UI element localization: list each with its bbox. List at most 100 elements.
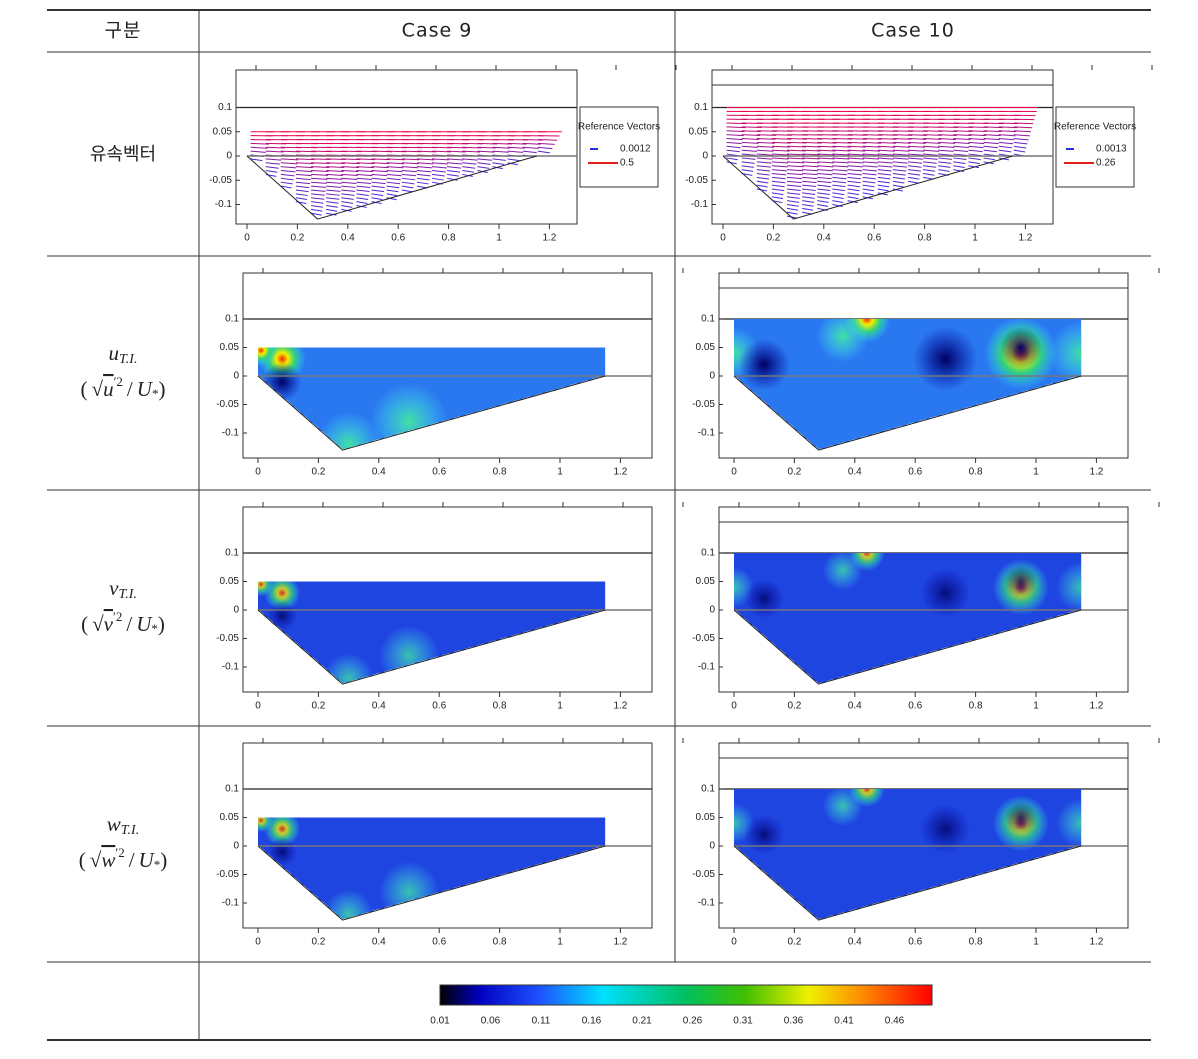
x-tick-label: 0.2 xyxy=(787,467,801,478)
vector-arrow xyxy=(832,153,850,156)
vector-arrow xyxy=(771,188,785,192)
x-tick-label: 0.4 xyxy=(372,701,386,712)
vector-arrow xyxy=(726,126,746,129)
paren: ( xyxy=(81,377,88,401)
vector-arrow xyxy=(847,145,866,148)
vector-arrow xyxy=(462,162,477,165)
vector-arrow xyxy=(923,149,939,152)
x-tick-label: 0.4 xyxy=(341,233,355,244)
y-tick-label: -0.05 xyxy=(692,633,715,644)
header-cell: Case 9 xyxy=(402,20,473,42)
vector-arrow xyxy=(892,172,906,176)
vector-arrow xyxy=(968,130,988,133)
vector-arrow xyxy=(877,165,893,168)
vector-arrow xyxy=(862,145,881,148)
den: U xyxy=(139,848,156,872)
vector-arrow xyxy=(356,185,371,189)
slash: / xyxy=(126,612,132,636)
vector-arrow xyxy=(832,184,846,188)
vector-arrow xyxy=(998,149,1012,153)
vector-arrow xyxy=(938,153,953,156)
y-tick-label: 0.1 xyxy=(701,314,715,325)
heat-blob xyxy=(1056,798,1082,849)
vector-arrow xyxy=(862,188,875,192)
y-tick-label: -0.1 xyxy=(691,199,709,210)
x-tick-label: 1.2 xyxy=(1089,701,1103,712)
vector-arrow xyxy=(1013,149,1026,153)
vector-arrow xyxy=(847,157,865,160)
vector-arrow xyxy=(847,176,862,180)
vector-arrow xyxy=(877,138,897,140)
vector-arrow xyxy=(892,188,904,192)
vector-arrow xyxy=(1013,126,1033,129)
vector-arrow xyxy=(447,158,464,161)
vector-arrow xyxy=(983,145,998,149)
vector-arrow xyxy=(401,181,415,185)
root: √ xyxy=(92,377,104,401)
vector-arrow xyxy=(401,158,420,161)
vector-arrow xyxy=(938,134,957,136)
y-tick-label: -0.1 xyxy=(215,199,233,210)
bed-outline xyxy=(257,375,606,451)
vector-arrow xyxy=(295,158,315,161)
vector-arrow xyxy=(507,142,527,145)
vector-arrow xyxy=(310,208,323,212)
vector-arrow xyxy=(1013,130,1031,133)
vector-arrow xyxy=(265,170,278,173)
vector-arrow xyxy=(431,170,446,173)
vector-arrow xyxy=(892,169,907,172)
vector-arrow xyxy=(862,153,880,156)
vector-arrow xyxy=(892,145,911,148)
vector-arrow xyxy=(847,169,863,172)
vector-arrow xyxy=(492,150,509,153)
x-tick-label: 0.2 xyxy=(311,467,325,478)
vector-arrow xyxy=(756,138,776,140)
vector-arrow xyxy=(802,204,814,207)
paren: ( xyxy=(79,848,86,872)
heat-blob xyxy=(323,889,374,921)
vector-arrow xyxy=(907,176,920,180)
vector-arrow xyxy=(371,193,384,197)
vector-arrow xyxy=(907,165,922,168)
vector-arrow xyxy=(802,172,818,176)
y-tick-label: 0.1 xyxy=(225,314,239,325)
heat-blob xyxy=(816,319,869,363)
vector-arrow xyxy=(892,134,913,136)
vector-arrow xyxy=(265,150,284,153)
vector-arrow xyxy=(802,149,821,152)
vector-arrow xyxy=(280,158,299,161)
vector-arrow xyxy=(756,184,768,188)
vector-arrow xyxy=(341,181,357,184)
vector-arrow xyxy=(386,170,403,173)
vector-arrow xyxy=(326,201,339,204)
x-tick-label: 0.2 xyxy=(311,701,325,712)
vector-arrow xyxy=(295,166,314,169)
vector-arrow xyxy=(847,165,863,168)
x-tick-label: 0.6 xyxy=(391,233,405,244)
vector-arrow xyxy=(326,170,344,172)
vector-arrow xyxy=(341,162,360,165)
vector-arrow xyxy=(741,138,760,140)
vector-arrow xyxy=(862,141,882,144)
legend-box xyxy=(1055,106,1135,188)
vector-arrow xyxy=(462,166,476,169)
vector-arrow xyxy=(771,161,789,164)
vector-arrow xyxy=(968,138,986,141)
vector-arrow xyxy=(1013,145,1027,149)
heat-blob xyxy=(267,600,298,631)
vector-arrow xyxy=(401,173,417,177)
vector-arrow xyxy=(726,157,738,161)
vector-arrow xyxy=(907,157,923,160)
vector-arrow xyxy=(401,170,418,173)
vector-arrow xyxy=(295,185,310,189)
vector-arrow xyxy=(847,138,867,140)
vector-arrow xyxy=(786,200,800,203)
vector-arrow xyxy=(356,166,374,169)
vector-arrow xyxy=(416,181,429,185)
vector-arrow xyxy=(832,161,849,164)
vector-arrow xyxy=(847,180,861,184)
vector-arrow xyxy=(983,157,996,161)
vector-arrow xyxy=(341,173,358,177)
vector-arrow xyxy=(907,172,921,176)
vector-arrow xyxy=(907,149,925,152)
